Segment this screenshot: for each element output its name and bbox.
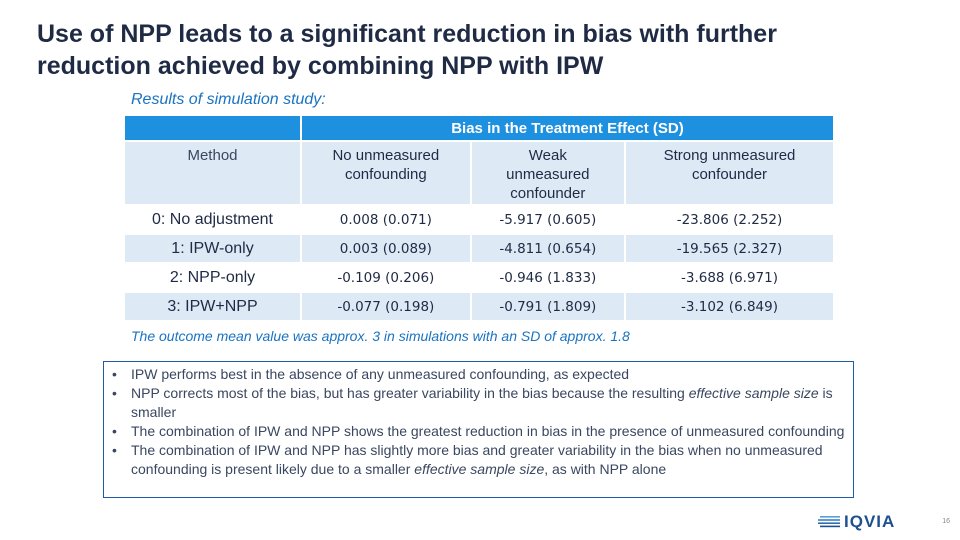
slide-title: Use of NPP leads to a significant reduct… xyxy=(37,18,937,82)
column-header-no-unmeasured: No unmeasured confounding xyxy=(302,142,470,204)
list-item: • The combination of IPW and NPP shows t… xyxy=(112,422,853,441)
table-column-header-row: Method No unmeasured confounding Weak un… xyxy=(125,142,833,204)
bullet-emphasis: effective sample size xyxy=(414,461,545,477)
table-cell: -4.811 (0.654) xyxy=(471,235,625,262)
table-cell: -0.109 (0.206) xyxy=(302,264,470,291)
iqvia-logo-icon xyxy=(818,516,840,528)
column-header-line: unmeasured xyxy=(506,166,590,183)
bullet-emphasis: effective sample size xyxy=(688,385,819,401)
results-table: Bias in the Treatment Effect (SD) Method… xyxy=(123,114,835,322)
table-cell: -3.688 (6.971) xyxy=(626,264,833,291)
column-header-line: Strong unmeasured xyxy=(663,147,796,164)
slide-title-line-1: Use of NPP leads to a significant reduct… xyxy=(37,20,777,48)
column-header-line: confounding xyxy=(344,166,427,183)
table-footnote: The outcome mean value was approx. 3 in … xyxy=(131,328,630,344)
bullet-text: , as with NPP alone xyxy=(544,461,667,477)
row-method-label: 0: No adjustment xyxy=(125,206,300,233)
bullet-text: The combination of IPW and NPP shows the… xyxy=(131,423,845,439)
row-method-label: 3: IPW+NPP xyxy=(125,293,300,320)
table-cell: -0.077 (0.198) xyxy=(302,293,470,320)
column-header-line: No unmeasured xyxy=(332,147,440,164)
table-cell: -5.917 (0.605) xyxy=(471,206,625,233)
bullet-text: IPW performs best in the absence of any … xyxy=(131,366,630,382)
method-column-header: Method xyxy=(125,142,300,204)
table-row: 3: IPW+NPP -0.077 (0.198) -0.791 (1.809)… xyxy=(125,293,833,320)
row-method-label: 2: NPP-only xyxy=(125,264,300,291)
list-item: • NPP corrects most of the bias, but has… xyxy=(112,384,853,422)
bias-group-header: Bias in the Treatment Effect (SD) xyxy=(302,116,833,140)
table-row: 2: NPP-only -0.109 (0.206) -0.946 (1.833… xyxy=(125,264,833,291)
column-header-line: confounder xyxy=(691,166,768,183)
table-cell: -0.791 (1.809) xyxy=(471,293,625,320)
table-cell: -3.102 (6.849) xyxy=(626,293,833,320)
key-findings-box: • IPW performs best in the absence of an… xyxy=(103,361,854,498)
column-header-weak-unmeasured: Weak unmeasured confounder xyxy=(471,142,625,204)
bullet-marker: • xyxy=(112,366,117,382)
list-item: • The combination of IPW and NPP has sli… xyxy=(112,441,853,479)
table-row: 1: IPW-only 0.003 (0.089) -4.811 (0.654)… xyxy=(125,235,833,262)
bullet-text: The combination of IPW and NPP has sligh… xyxy=(131,442,823,477)
slide-title-line-2: reduction achieved by combining NPP with… xyxy=(37,52,604,80)
logo-text: IQVIA xyxy=(844,512,896,531)
table-group-header-row: Bias in the Treatment Effect (SD) xyxy=(125,116,833,140)
page-number: 16 xyxy=(942,518,950,525)
bullet-marker: • xyxy=(112,423,117,439)
list-item: • IPW performs best in the absence of an… xyxy=(112,365,853,384)
bullet-text: NPP corrects most of the bias, but has g… xyxy=(131,385,689,401)
row-method-label: 1: IPW-only xyxy=(125,235,300,262)
table-cell: -19.565 (2.327) xyxy=(626,235,833,262)
table-cell: -0.946 (1.833) xyxy=(471,264,625,291)
table-cell: 0.003 (0.089) xyxy=(302,235,470,262)
iqvia-logo: IQVIA xyxy=(818,512,910,531)
table-corner-cell xyxy=(125,116,300,140)
bullet-marker: • xyxy=(112,385,117,401)
slide-subtitle: Results of simulation study: xyxy=(131,91,326,108)
bullet-text: is smaller xyxy=(131,385,833,420)
table-cell: 0.008 (0.071) xyxy=(302,206,470,233)
bullet-marker: • xyxy=(112,442,117,458)
table-row: 0: No adjustment 0.008 (0.071) -5.917 (0… xyxy=(125,206,833,233)
table-cell: -23.806 (2.252) xyxy=(626,206,833,233)
column-header-line: confounder xyxy=(510,185,586,202)
column-header-line: Weak xyxy=(528,147,567,164)
key-findings-list: • IPW performs best in the absence of an… xyxy=(104,362,853,479)
column-header-strong-unmeasured: Strong unmeasured confounder xyxy=(626,142,833,204)
